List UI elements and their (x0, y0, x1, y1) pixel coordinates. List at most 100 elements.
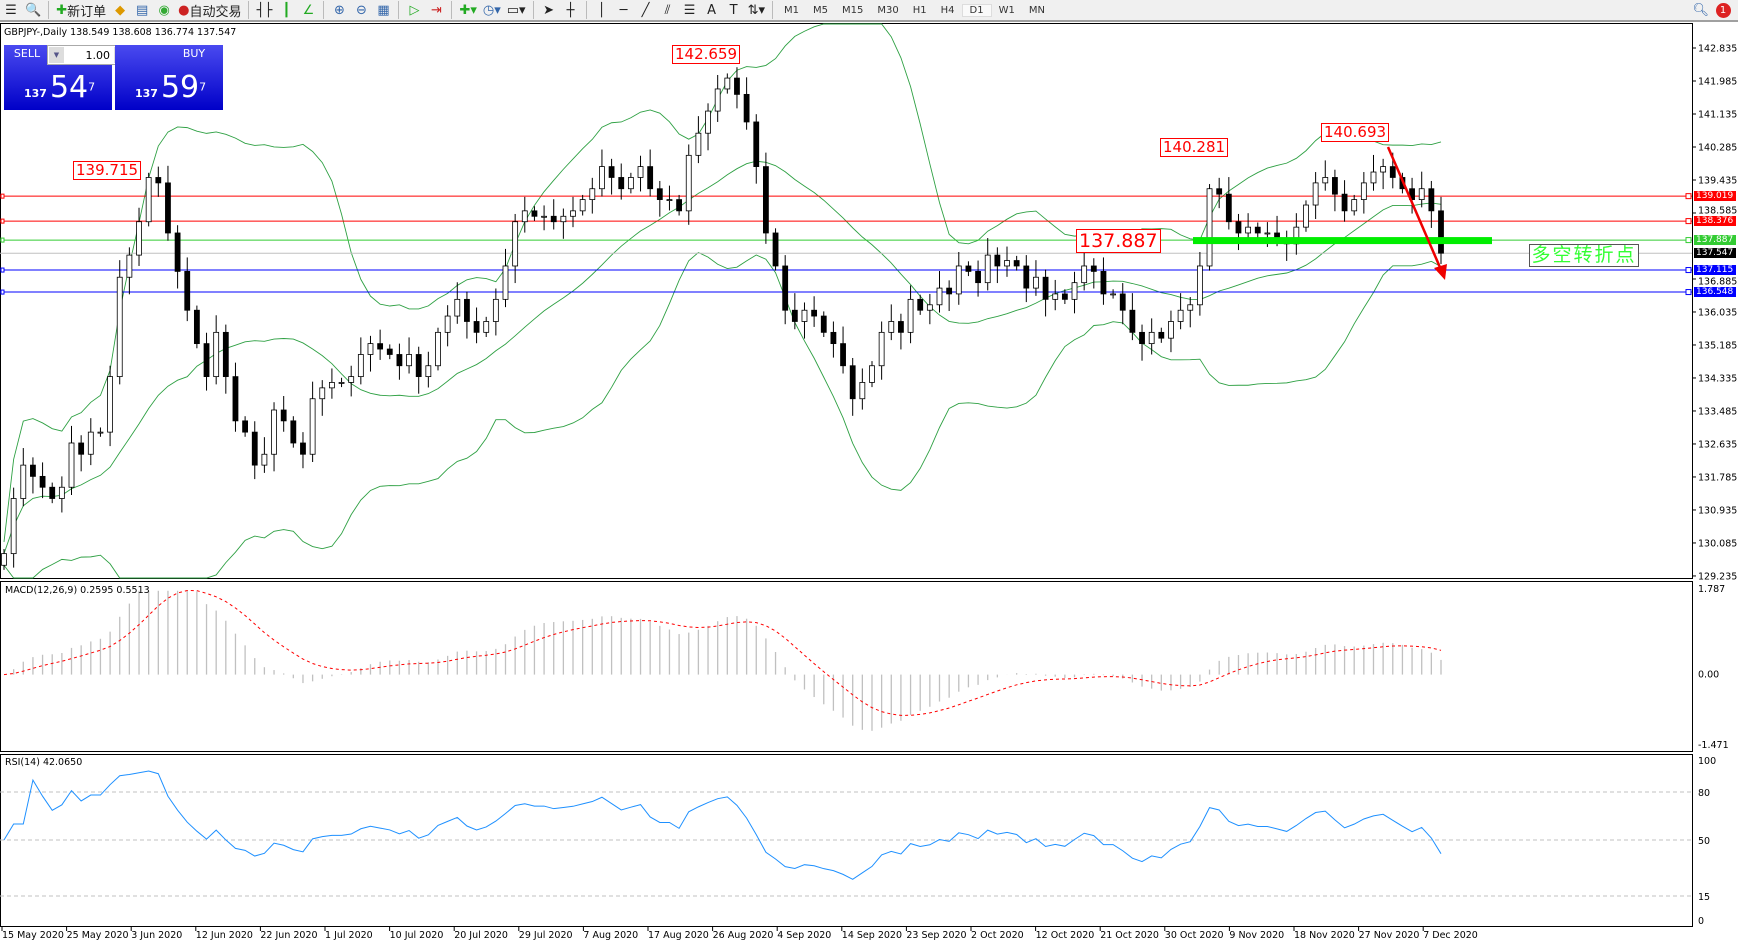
arrows-icon[interactable]: ⇅▾ (747, 2, 765, 18)
timeframe-d1[interactable]: D1 (961, 3, 992, 17)
candle-body (300, 442, 306, 455)
timeframe-mn[interactable]: MN (1028, 4, 1045, 16)
candle-body (705, 110, 711, 134)
candle-body (666, 199, 673, 201)
timeframe-h1[interactable]: H1 (912, 4, 927, 16)
text-label-icon[interactable]: T (729, 2, 738, 18)
candle-body (39, 475, 46, 488)
candle-body (309, 398, 316, 455)
auto-trading-button[interactable]: ● 自动交易 (175, 0, 244, 20)
candle-body (386, 348, 393, 355)
candle-body (830, 331, 837, 345)
timeframe-w1[interactable]: W1 (998, 4, 1015, 16)
candle-body (1023, 265, 1030, 289)
notification-badge[interactable]: 1 (1712, 0, 1734, 20)
candle-body (116, 276, 123, 378)
lot-down-icon[interactable]: ▼ (49, 47, 64, 63)
zoom-doc-icon[interactable]: 🔍 (25, 2, 42, 18)
date-tick-label: 12 Oct 2020 (1035, 930, 1095, 941)
candle-body (415, 354, 422, 378)
candle-body (550, 215, 557, 223)
candle-body (1225, 193, 1232, 223)
candle-body (20, 464, 27, 499)
horizontal-line-icon[interactable]: ─ (619, 2, 628, 18)
bollinger-upper (3, 23, 1442, 543)
candlestick-icon[interactable]: ┃ (282, 2, 291, 18)
level-price-box: 137.887 (1694, 235, 1736, 246)
candle-body (174, 232, 181, 272)
candle-body (1004, 260, 1010, 267)
metaeditor-icon[interactable]: ◆ (115, 2, 126, 18)
candle-body (734, 77, 740, 95)
toolbar: ☰ 🔍 ✚ 新订单 ◆ ▤ ◉ ● 自动交易 ┤├ ┃ ∠ ⊕ ⊖ ▦ ▷ ⇥ ✚▾… (0, 0, 1738, 22)
candle-body (136, 221, 142, 256)
fibonacci-icon[interactable]: ☰ (683, 2, 696, 18)
candle-body (753, 121, 760, 167)
date-tick-label: 29 Jul 2020 (518, 930, 573, 941)
candle-body (377, 343, 384, 350)
candle-body (1312, 182, 1319, 206)
candle-body (512, 221, 519, 267)
candle-body (811, 309, 818, 317)
candle-body (936, 287, 943, 306)
timeframe-m30[interactable]: M30 (877, 4, 899, 16)
candle-body (579, 199, 586, 212)
bar-chart-icon[interactable]: ┤├ (256, 2, 273, 18)
price-label-peak-nov[interactable]: 140.281 (1160, 138, 1229, 157)
tile-windows-icon[interactable]: ▦ (377, 2, 390, 18)
zoom-in-icon[interactable]: ⊕ (334, 2, 345, 18)
sell-label: SELL (13, 47, 41, 60)
cursor-icon[interactable]: ➤ (543, 2, 555, 18)
timeframe-m5[interactable]: M5 (813, 4, 828, 16)
signal-icon[interactable]: ◉ (158, 2, 170, 18)
periods-icon[interactable]: ◷▾ (482, 2, 501, 18)
pivot-text-label[interactable]: 多空转折点 (1529, 244, 1639, 267)
date-tick-label: 4 Sep 2020 (777, 930, 832, 941)
level-handle (1685, 289, 1692, 296)
search-icon[interactable]: 🔍︎ (1692, 2, 1709, 18)
level-handle (0, 267, 5, 273)
candle-body (1100, 271, 1107, 295)
templates-icon[interactable]: ▭▾ (506, 2, 526, 18)
new-order-button[interactable]: ✚ 新订单 (53, 0, 109, 20)
price-label-peak-aug[interactable]: 142.659 (672, 45, 741, 64)
candle-body (1380, 166, 1387, 173)
main-chart-frame (0, 23, 1693, 579)
price-label-pivot[interactable]: 137.887 (1076, 229, 1161, 253)
auto-scroll-icon[interactable]: ▷ (409, 2, 420, 18)
price-label-peak-dec[interactable]: 140.693 (1321, 123, 1390, 142)
candle-body (483, 321, 490, 333)
candle-body (290, 420, 297, 444)
crosshair-icon[interactable]: ┼ (566, 2, 575, 18)
candle-body (1052, 293, 1059, 300)
terminal-icon[interactable]: ▤ (135, 2, 149, 18)
level-price-box: 139.019 (1694, 191, 1736, 202)
candle-body (49, 486, 56, 499)
candle-body (869, 365, 875, 383)
vertical-line-icon[interactable]: │ (597, 2, 606, 18)
macd-axis-label: -1.471 (1698, 740, 1729, 751)
indicators-icon[interactable]: ✚▾ (459, 2, 477, 18)
text-icon[interactable]: A (707, 2, 717, 18)
list-icon[interactable]: ☰ (5, 2, 17, 18)
buy-button[interactable]: BUY 137 597 (115, 45, 223, 110)
line-chart-icon[interactable]: ∠ (302, 2, 315, 18)
timeframe-m15[interactable]: M15 (842, 4, 864, 16)
candle-body (1158, 331, 1165, 339)
chart-shift-icon[interactable]: ⇥ (431, 2, 442, 18)
equidistant-channel-icon[interactable]: ⫽ (664, 2, 671, 18)
candle-body (599, 166, 605, 190)
candle-body (213, 331, 220, 378)
pivot-zone-bar (1193, 237, 1492, 245)
candle-body (222, 331, 229, 378)
macd-panel-frame (0, 581, 1693, 752)
price-label-peak-jun[interactable]: 139.715 (73, 161, 142, 180)
zoom-out-icon[interactable]: ⊖ (356, 2, 367, 18)
candle-body (676, 199, 683, 212)
timeframe-h4[interactable]: H4 (940, 4, 955, 16)
candle-body (1332, 177, 1338, 195)
timeframe-m1[interactable]: M1 (784, 4, 799, 16)
trendline-icon[interactable]: ╱ (641, 2, 650, 18)
lot-value[interactable]: 1.00 (85, 49, 111, 62)
